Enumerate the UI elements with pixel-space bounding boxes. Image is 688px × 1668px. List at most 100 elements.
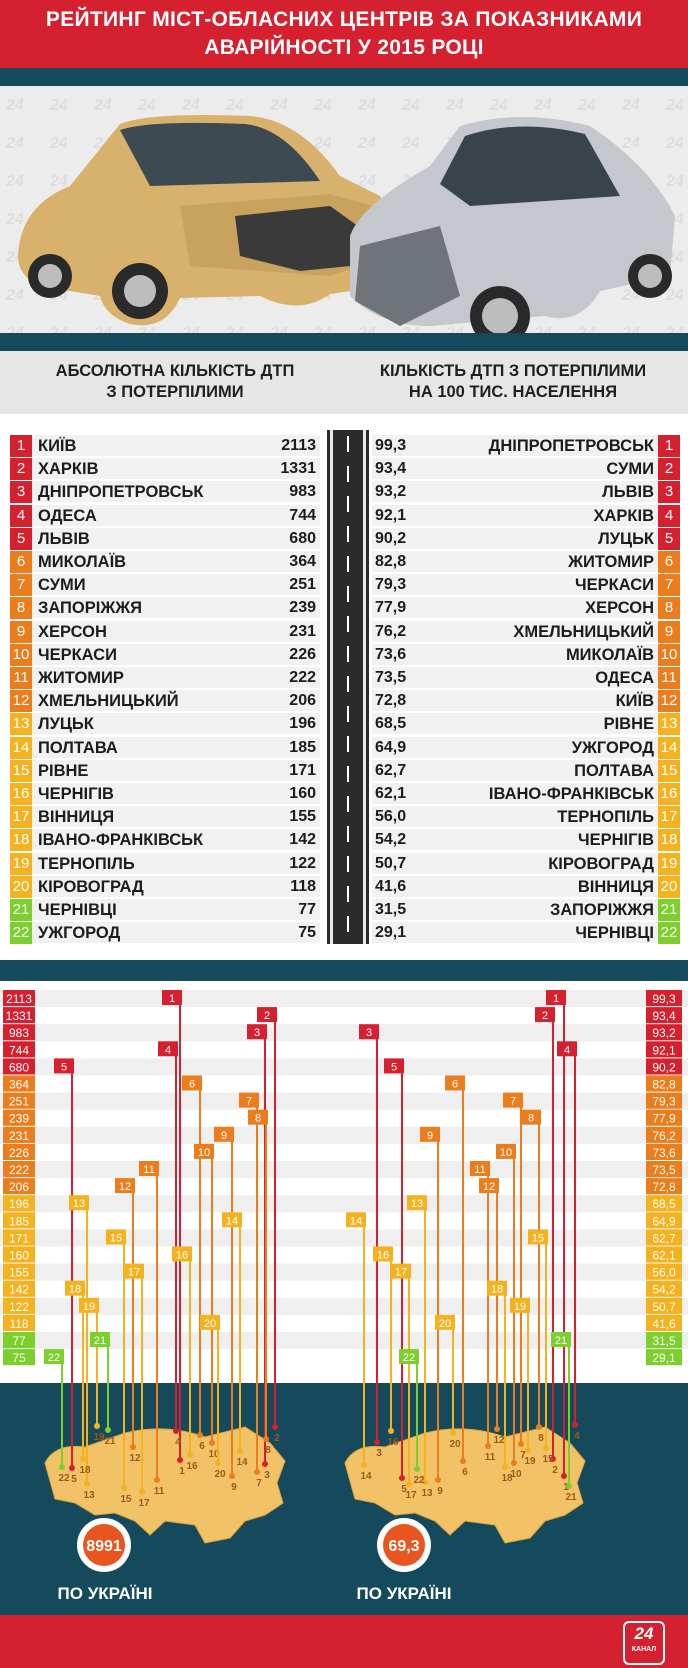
city-dot bbox=[374, 1439, 380, 1445]
city-rank-label: 13 bbox=[421, 1488, 433, 1499]
table-row bbox=[372, 713, 678, 734]
footer bbox=[0, 1615, 688, 1668]
y-tick-label: 64,9 bbox=[652, 1214, 676, 1228]
city-name: ІВАНО-ФРАНКІВСЬК bbox=[488, 785, 654, 803]
y-tick-label: 56,0 bbox=[652, 1266, 676, 1280]
pin-rank: 22 bbox=[403, 1352, 415, 1364]
city-value: 1331 bbox=[280, 460, 316, 477]
table-row bbox=[372, 806, 678, 827]
city-name: ДНІПРОПЕТРОВСЬК bbox=[488, 437, 654, 455]
city-dot bbox=[173, 1428, 179, 1434]
pin-flag bbox=[248, 1109, 268, 1125]
city-name: МИКОЛАЇВ bbox=[38, 553, 127, 571]
pin-flag bbox=[158, 1041, 178, 1057]
pin-flag bbox=[69, 1195, 89, 1211]
city-dot bbox=[536, 1424, 542, 1430]
pin-rank: 10 bbox=[500, 1147, 512, 1159]
table-row bbox=[372, 922, 678, 943]
city-name: ТЕРНОПІЛЬ bbox=[557, 808, 654, 826]
pin-rank: 5 bbox=[391, 1061, 397, 1073]
city-rank-label: 4 bbox=[574, 1431, 580, 1442]
table-row bbox=[10, 783, 320, 804]
pin-rank: 16 bbox=[176, 1250, 188, 1262]
gridline-band bbox=[0, 1297, 688, 1315]
gridline-band bbox=[0, 1024, 688, 1042]
y-tick-label-bg bbox=[646, 1246, 682, 1263]
city-name: ОДЕСА bbox=[38, 507, 97, 525]
y-tick-label: 744 bbox=[9, 1043, 29, 1057]
left-heading: АБСОЛЮТНА КІЛЬКІСТЬ ДТП З ПОТЕРПІЛИМИ bbox=[10, 361, 340, 403]
y-tick-label: 222 bbox=[9, 1163, 29, 1177]
y-tick-label-bg bbox=[3, 1263, 35, 1280]
total-per100k-value: 69,3 bbox=[388, 1538, 419, 1555]
table-row bbox=[372, 621, 678, 642]
y-tick-label-bg bbox=[3, 1229, 35, 1246]
pin-rank: 8 bbox=[255, 1113, 261, 1125]
pin-flag bbox=[257, 1007, 277, 1023]
city-dot bbox=[406, 1481, 412, 1487]
city-name: ЧЕРКАСИ bbox=[38, 646, 117, 664]
rank-badge: 4 bbox=[10, 505, 32, 527]
gridline-band bbox=[0, 1195, 688, 1213]
y-tick-label-bg bbox=[3, 1195, 35, 1212]
table-row bbox=[10, 760, 320, 781]
y-tick-label-bg bbox=[3, 1075, 35, 1092]
table-row bbox=[10, 829, 320, 850]
city-value: 155 bbox=[289, 808, 316, 825]
table-row bbox=[10, 713, 320, 734]
table-row bbox=[372, 876, 678, 897]
city-value: 206 bbox=[289, 692, 316, 709]
city-name: ЛЬВІВ bbox=[38, 530, 90, 548]
rank-badge: 16 bbox=[10, 783, 32, 805]
city-rank-label: 8 bbox=[265, 1445, 271, 1456]
city-rank-label: 16 bbox=[387, 1437, 399, 1448]
y-tick-label-bg bbox=[3, 990, 35, 1007]
city-dot bbox=[494, 1426, 500, 1432]
total-per100k-label: ПО УКРАЇНІ bbox=[357, 1584, 452, 1603]
rank-badge: 19 bbox=[658, 853, 680, 875]
road-edge-line bbox=[363, 430, 366, 944]
pin-rank: 18 bbox=[69, 1284, 81, 1296]
city-rank-label: 7 bbox=[256, 1478, 262, 1489]
pin-flag bbox=[546, 990, 566, 1005]
rank-badge: 20 bbox=[658, 876, 680, 898]
y-tick-label: 231 bbox=[9, 1129, 29, 1143]
y-tick-label-bg bbox=[3, 1280, 35, 1297]
city-value: 73,5 bbox=[375, 669, 407, 686]
city-value: 31,5 bbox=[375, 901, 407, 918]
city-rank-label: 2 bbox=[552, 1465, 558, 1476]
y-tick-label: 76,2 bbox=[652, 1129, 676, 1143]
map-band: 1 1 2 2 3 3 4 4 5 5 6 6 7 7 8 8 9 9 10 10 11 11 12 12 13 13 14 14 15… bbox=[0, 1383, 688, 1615]
gridline-band bbox=[0, 1263, 688, 1281]
table-row bbox=[10, 667, 320, 688]
city-value: 122 bbox=[289, 855, 316, 872]
right-heading: КІЛЬКІСТЬ ДТП З ПОТЕРПІЛИМИ НА 100 ТИС. … bbox=[348, 361, 678, 403]
city-dot bbox=[414, 1466, 420, 1472]
pin-rank: 4 bbox=[165, 1044, 171, 1056]
city-value: 77,9 bbox=[375, 599, 407, 616]
table-row bbox=[10, 899, 320, 920]
y-tick-label: 31,5 bbox=[652, 1334, 676, 1348]
city-name: ХМЕЛЬНИЦЬКИЙ bbox=[513, 623, 654, 641]
city-name: КИЇВ bbox=[38, 437, 77, 455]
rank-badge: 1 bbox=[10, 435, 32, 457]
y-tick-label: 185 bbox=[9, 1214, 29, 1228]
pin-rank: 17 bbox=[395, 1267, 407, 1279]
total-circle-inner bbox=[83, 1524, 125, 1566]
pin-rank: 12 bbox=[119, 1181, 131, 1193]
rank-badge: 18 bbox=[10, 829, 32, 851]
y-tick-label-bg bbox=[646, 990, 682, 1007]
total-absolute-value: 8991 bbox=[86, 1538, 122, 1555]
city-dot bbox=[511, 1460, 517, 1466]
city-name: ТЕРНОПІЛЬ bbox=[38, 855, 135, 873]
pin-flag bbox=[182, 1075, 202, 1091]
pin-rank: 20 bbox=[204, 1318, 216, 1330]
city-rank-label: 15 bbox=[120, 1494, 132, 1505]
total-absolute-label: ПО УКРАЇНІ bbox=[58, 1584, 153, 1603]
table-row bbox=[10, 853, 320, 874]
city-dot bbox=[572, 1422, 578, 1428]
city-value: 160 bbox=[289, 785, 316, 802]
city-dot bbox=[388, 1428, 394, 1434]
column-headings: АБСОЛЮТНА КІЛЬКІСТЬ ДТП З ПОТЕРПІЛИМИ КІ… bbox=[0, 351, 688, 414]
city-name: УЖГОРОД bbox=[38, 924, 121, 942]
